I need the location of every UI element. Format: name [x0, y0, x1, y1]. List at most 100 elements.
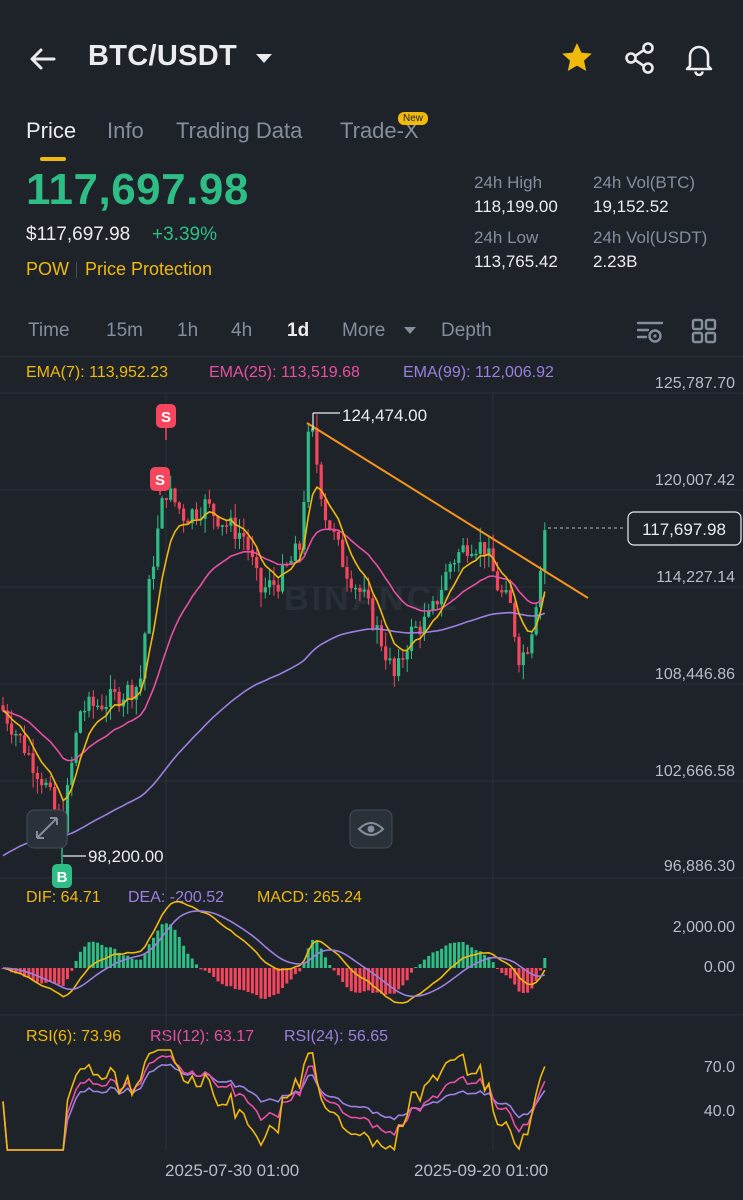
tag-pow[interactable]: POW [26, 259, 69, 279]
candle-body [108, 689, 113, 707]
ema25-line [2, 528, 546, 762]
candle-body [358, 587, 362, 592]
candle-body [470, 553, 474, 557]
tab-info[interactable]: Info [107, 118, 144, 143]
star-icon[interactable] [559, 40, 595, 76]
interval-15m[interactable]: 15m [106, 320, 143, 341]
candle-body [332, 529, 336, 532]
candle-body [263, 587, 267, 593]
candle-body [53, 787, 57, 810]
candle-body [216, 516, 220, 527]
indicator-settings-icon[interactable] [635, 316, 665, 346]
macd-bar [96, 942, 100, 968]
tab-price[interactable]: Price [26, 118, 77, 143]
chart-overlays: 117,697.98 124,474.00 98,200.00 S S B [26, 404, 742, 888]
candle-body [242, 532, 246, 537]
candle-body [134, 687, 138, 700]
candle-body [504, 589, 508, 593]
tag-price-protection[interactable]: Price Protection [85, 259, 213, 279]
candle-body [543, 530, 547, 571]
more-caret-icon[interactable] [404, 327, 416, 334]
macd-bar [40, 968, 44, 984]
candle-body [487, 548, 491, 556]
stat-low-label: 24h Low [474, 228, 539, 247]
last-price: 117,697.98 [26, 165, 249, 214]
caret-down-icon[interactable] [256, 54, 272, 63]
share-icon[interactable] [622, 40, 658, 76]
candle-body [203, 499, 207, 519]
candlestick-chart[interactable]: BINANCE 125,787.70120,007.42114,227.1410… [0, 360, 743, 1160]
interval-1h[interactable]: 1h [177, 320, 199, 341]
candle-body [336, 531, 340, 540]
candle-body [194, 509, 199, 519]
macd-bar [203, 968, 207, 971]
candle-body [457, 552, 461, 563]
tab-depth[interactable]: Depth [441, 320, 492, 341]
back-arrow-icon[interactable] [26, 42, 60, 76]
interval-time[interactable]: Time [28, 320, 70, 341]
interval-1d[interactable]: 1d [287, 320, 310, 341]
macd-bar [87, 942, 91, 968]
macd-bar [173, 929, 177, 968]
macd-bar [478, 951, 482, 968]
macd-bar [431, 952, 435, 968]
macd-bar [74, 960, 78, 968]
candle-body [173, 488, 177, 503]
candle-body [465, 545, 469, 557]
candle-body [40, 779, 44, 786]
candle-body [444, 571, 448, 591]
candle-body [405, 651, 409, 660]
tab-trading-data[interactable]: Trading Data [176, 118, 303, 143]
pair-title[interactable]: BTC/USDT [88, 40, 237, 72]
eye-icon[interactable] [349, 809, 393, 849]
candle-body [5, 710, 9, 724]
candle-body [160, 498, 164, 529]
candle-body [255, 557, 259, 569]
candle-body [366, 589, 371, 599]
interval-more[interactable]: More [342, 320, 386, 341]
expand-icon[interactable] [26, 809, 68, 849]
candle-body [78, 711, 82, 733]
candle-body [250, 549, 254, 558]
grid-layout-icon[interactable] [689, 316, 719, 346]
macd-bar [195, 964, 198, 968]
candle-body [74, 732, 78, 763]
stat-vol-btc-value: 19,152.52 [593, 197, 669, 216]
candle-body [448, 563, 452, 572]
macd-bar [513, 968, 517, 985]
macd-bar [169, 924, 173, 968]
candle-body [233, 517, 237, 539]
candle-body [513, 603, 517, 637]
dif-legend: DIF: 64.71 [26, 889, 101, 906]
macd-bar [367, 968, 370, 991]
macd-panel [1, 900, 547, 1004]
interval-4h[interactable]: 4h [231, 320, 253, 341]
macd-bar [225, 968, 229, 987]
candle-body [156, 528, 160, 567]
candle-body [280, 564, 285, 592]
macd-bar [526, 968, 530, 993]
ema7-line [2, 485, 546, 803]
macd-bar [311, 939, 315, 968]
candle-body [534, 607, 538, 635]
candle-body [461, 545, 465, 553]
price-axis-label: 96,886.30 [664, 858, 735, 875]
candle-body [323, 499, 328, 521]
bell-icon[interactable] [681, 40, 717, 76]
candle-body [500, 590, 504, 593]
candle-body [306, 431, 310, 503]
sell-marker-label: S [161, 409, 171, 426]
rsi24-line [2, 1063, 546, 1151]
macd-bar [160, 924, 164, 968]
candle-body [508, 589, 512, 604]
macd-bar [281, 968, 284, 988]
macd-bar [324, 957, 327, 968]
sell-marker-label: S [155, 472, 165, 489]
macd-bar [164, 923, 168, 968]
candle-body [341, 539, 345, 567]
candle-body [431, 601, 435, 611]
candle-body [126, 684, 130, 700]
macd-axis-label: 0.00 [704, 959, 735, 976]
macd-bar [48, 968, 52, 983]
macd-bar [483, 954, 487, 968]
